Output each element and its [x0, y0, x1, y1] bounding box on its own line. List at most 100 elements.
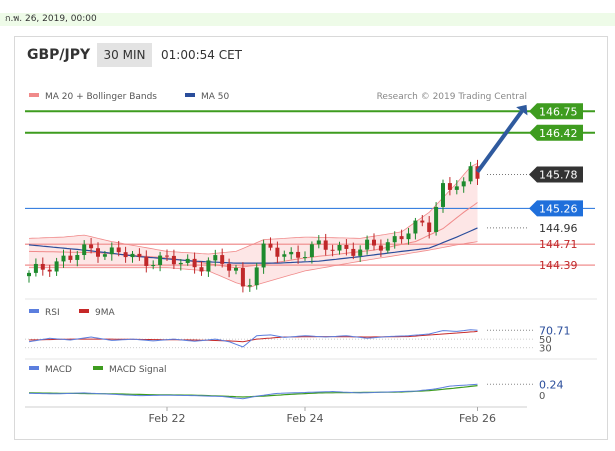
candle-body	[185, 258, 190, 263]
candle-body	[213, 255, 218, 261]
candle-body	[75, 255, 80, 260]
level-label: 146.42	[539, 127, 578, 140]
candle-body	[406, 233, 411, 240]
candle-body	[427, 222, 432, 232]
rsi-legend: RSI 9MA	[29, 308, 115, 318]
candle-body	[137, 253, 142, 257]
candle-body	[123, 252, 128, 258]
candle-body	[240, 267, 245, 287]
ma20-line	[28, 202, 478, 269]
nine-ma-line	[28, 330, 478, 343]
rsi-tick-label: 30	[539, 344, 552, 355]
candle-body	[447, 183, 452, 190]
x-tick-label: Feb 24	[287, 412, 324, 425]
candle-body	[144, 256, 149, 266]
watermark-text: Research © 2019 Trading Central	[377, 92, 527, 102]
bollinger-lower-line	[29, 241, 478, 288]
candle-body	[309, 244, 314, 258]
candle-body	[413, 220, 418, 234]
candle-body	[372, 239, 376, 246]
candle-body	[68, 255, 73, 260]
target-arrow-head	[516, 104, 528, 116]
level-label: 145.78	[539, 168, 578, 181]
rsi-line	[28, 329, 478, 348]
candles	[27, 159, 480, 293]
candle-body	[399, 236, 404, 240]
candle-body	[344, 244, 349, 249]
level-label: 144.39	[539, 259, 578, 272]
chart-card: GBP/JPY 30 MIN 01:00:54 CET MA 20 + Boll…	[14, 36, 608, 440]
currency-pair: GBP/JPY	[27, 47, 91, 63]
level-tag	[529, 200, 583, 217]
candle-body	[27, 272, 31, 277]
ma50-line	[28, 227, 478, 264]
level-label: 146.75	[539, 105, 578, 118]
legend-swatch	[185, 93, 195, 97]
candle-body	[268, 243, 273, 248]
candle-body	[102, 254, 107, 257]
candle-body	[475, 166, 480, 179]
legend-label: RSI	[45, 308, 60, 318]
candle-body	[254, 267, 259, 286]
candle-body	[337, 244, 342, 251]
candle-body	[378, 245, 383, 251]
macd-tick-label: 0	[539, 391, 545, 402]
candle-body	[420, 220, 425, 223]
candle-body	[171, 255, 176, 265]
macd-line	[29, 383, 478, 400]
legend-label: MACD	[45, 365, 72, 375]
candle-body	[330, 249, 335, 251]
x-tick-label: Feb 26	[459, 412, 496, 425]
chart-header: GBP/JPY 30 MIN 01:00:54 CET	[15, 37, 607, 75]
candle-body	[289, 251, 294, 255]
candle-body	[89, 244, 94, 249]
candle-body	[441, 183, 445, 207]
level-label: 144.96	[539, 222, 578, 235]
legend-swatch	[29, 366, 39, 370]
candle-body	[454, 186, 459, 190]
x-tick-label: Feb 22	[149, 412, 186, 425]
candle-body	[351, 248, 356, 256]
legend-swatch	[79, 309, 89, 313]
candle-body	[365, 239, 370, 250]
bollinger-upper-line	[28, 163, 478, 255]
macd-value-label: 0.24	[539, 378, 564, 391]
candle-body	[33, 263, 38, 273]
candle-body	[220, 255, 225, 264]
level-tag	[529, 166, 583, 183]
candle-body	[275, 247, 280, 257]
candle-body	[468, 166, 473, 182]
legend-label: MACD Signal	[109, 365, 167, 375]
level-label: 145.26	[539, 202, 578, 215]
candle-body	[296, 251, 301, 258]
candle-body	[385, 242, 390, 251]
candle-body	[323, 240, 328, 250]
candle-body	[434, 206, 439, 232]
candle-body	[199, 267, 204, 272]
candle-body	[61, 255, 66, 262]
macd-legend: MACD MACD Signal	[29, 365, 167, 375]
rsi-value-label: 70.71	[539, 324, 571, 337]
candle-body	[96, 248, 100, 257]
level-label: 144.71	[539, 238, 578, 251]
candle-body	[303, 257, 307, 259]
candle-body	[130, 253, 135, 258]
candle-body	[247, 285, 252, 287]
timeframe-badge[interactable]: 30 MIN	[97, 43, 152, 67]
candle-body	[47, 269, 52, 272]
date-bar: ก.พ. 26, 2019, 00:00	[0, 13, 615, 26]
candle-body	[261, 243, 266, 268]
candle-body	[192, 258, 197, 268]
level-tag	[529, 103, 583, 120]
clock-text: 01:00:54 CET	[161, 48, 242, 62]
candle-body	[358, 249, 363, 256]
candle-body	[82, 244, 87, 256]
candle-body	[178, 262, 183, 265]
candle-body	[392, 236, 397, 243]
legend-label: 9MA	[95, 308, 115, 318]
chart-svg: MA 20 + Bollinger Bands MA 50 Research © 2…	[25, 92, 597, 425]
target-arrow-shaft	[475, 110, 524, 174]
price-legend: MA 20 + Bollinger Bands MA 50	[29, 92, 230, 102]
level-tag	[529, 124, 583, 141]
candle-body	[165, 255, 169, 257]
